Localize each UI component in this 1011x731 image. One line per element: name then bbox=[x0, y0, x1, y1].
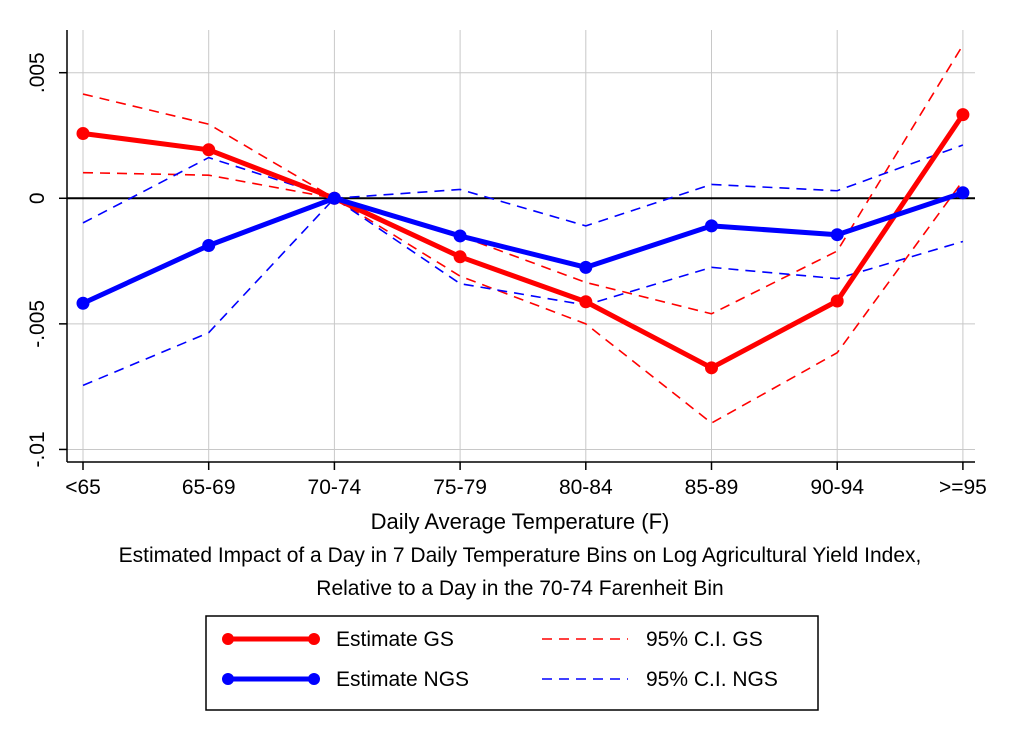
y-tick-label-3: -.01 bbox=[26, 431, 49, 467]
estimate-point-ngs-4 bbox=[579, 260, 593, 274]
estimate-point-gs-7 bbox=[956, 108, 970, 122]
x-tick-label-5: 85-89 bbox=[685, 476, 739, 499]
legend-box bbox=[205, 615, 819, 711]
legend-item-estimate-ngs: Estimate NGS bbox=[222, 668, 469, 691]
x-tick-label-1: 65-69 bbox=[182, 476, 236, 499]
estimate-point-gs-6 bbox=[830, 294, 844, 308]
legend-marker-estimate-ngs-right bbox=[308, 673, 320, 685]
labels-layer: <65 65-69 70-74 75-79 80-84 85-89 90-94 >=95 .00… bbox=[26, 52, 987, 499]
legend: Estimate GS Estimate NGS 95% C.I. GS 95%… bbox=[205, 615, 819, 711]
x-tick-label-6: 90-94 bbox=[810, 476, 864, 499]
estimate-point-ngs-3 bbox=[453, 229, 467, 243]
legend-label-estimate-ngs: Estimate NGS bbox=[336, 668, 469, 691]
ci-upper-line-gs bbox=[82, 44, 964, 315]
chart-note-line-2: Relative to a Day in the 70-74 Farenheit… bbox=[316, 577, 723, 600]
legend-label-ci-gs: 95% C.I. GS bbox=[646, 628, 763, 651]
legend-marker-estimate-ngs-left bbox=[222, 673, 234, 685]
x-tick-label-2: 70-74 bbox=[308, 476, 362, 499]
y-tick-label-1: 0 bbox=[26, 192, 49, 204]
x-tick-label-3: 75-79 bbox=[433, 476, 487, 499]
estimate-point-ngs-0 bbox=[76, 296, 90, 310]
ci-upper-line-ngs bbox=[82, 144, 964, 227]
y-tick-label-2: -.005 bbox=[26, 300, 49, 348]
estimate-point-ngs-5 bbox=[705, 219, 718, 233]
estimate-point-gs-1 bbox=[202, 143, 216, 157]
estimate-point-ngs-2 bbox=[327, 191, 341, 205]
estimate-point-ngs-6 bbox=[830, 228, 844, 242]
ci-lower-line-gs bbox=[82, 171, 964, 425]
legend-label-estimate-gs: Estimate GS bbox=[336, 628, 454, 651]
x-axis-title: Daily Average Temperature (F) bbox=[371, 509, 670, 534]
chart-note-line-1: Estimated Impact of a Day in 7 Daily Tem… bbox=[119, 544, 922, 567]
estimate-point-gs-5 bbox=[705, 361, 718, 375]
x-tick-label-7: >=95 bbox=[939, 476, 987, 499]
x-tick-label-0: <65 bbox=[65, 476, 101, 499]
estimate-line-gs bbox=[82, 113, 965, 371]
axes bbox=[59, 30, 975, 470]
estimate-point-gs-0 bbox=[76, 126, 90, 140]
estimate-line-ngs bbox=[81, 190, 964, 306]
estimate-point-ngs-7 bbox=[956, 186, 970, 200]
estimate-point-gs-4 bbox=[579, 295, 593, 309]
y-tick-label-0: .005 bbox=[26, 52, 49, 93]
legend-item-ci-gs: 95% C.I. GS bbox=[542, 628, 763, 651]
x-tick-label-4: 80-84 bbox=[559, 476, 613, 499]
ci-lower-line-ngs bbox=[82, 197, 964, 387]
legend-item-ci-ngs: 95% C.I. NGS bbox=[542, 668, 778, 691]
legend-item-estimate-gs: Estimate GS bbox=[222, 628, 454, 651]
estimate-point-gs-3 bbox=[453, 250, 467, 264]
legend-marker-estimate-gs-right bbox=[308, 633, 320, 645]
legend-marker-estimate-gs-left bbox=[222, 633, 234, 645]
estimate-point-ngs-1 bbox=[202, 238, 216, 252]
legend-label-ci-ngs: 95% C.I. NGS bbox=[646, 668, 778, 691]
series-layer bbox=[76, 44, 970, 425]
